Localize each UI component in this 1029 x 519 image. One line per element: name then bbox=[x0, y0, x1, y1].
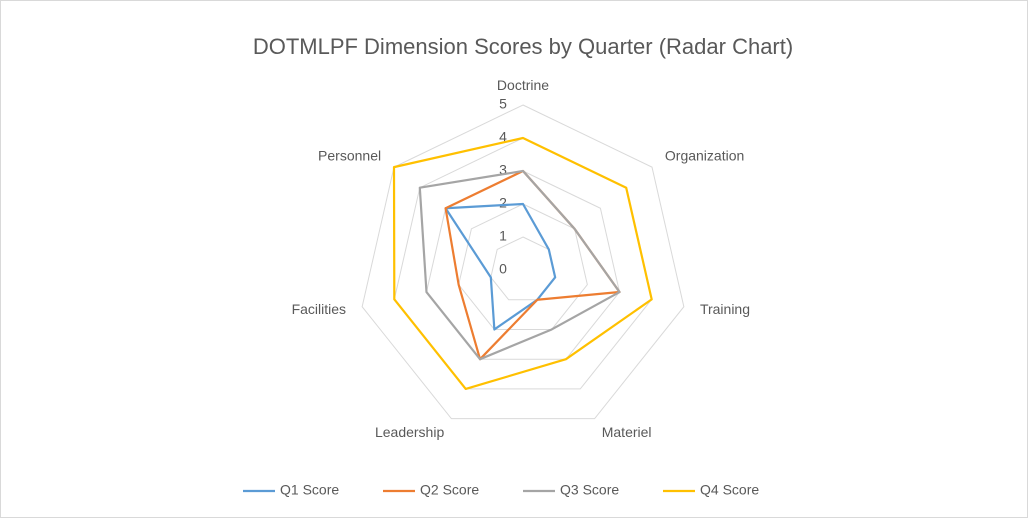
r-tick-label: 3 bbox=[499, 162, 507, 178]
category-label: Training bbox=[700, 301, 750, 317]
chart-title: DOTMLPF Dimension Scores by Quarter (Rad… bbox=[253, 34, 793, 59]
series-line bbox=[444, 202, 557, 331]
r-tick-label: 4 bbox=[499, 129, 507, 145]
category-label: Materiel bbox=[602, 424, 652, 440]
r-tick-label: 2 bbox=[499, 195, 507, 211]
legend-label: Q4 Score bbox=[700, 482, 759, 498]
category-label: Doctrine bbox=[497, 77, 549, 93]
legend-label: Q2 Score bbox=[420, 482, 479, 498]
series-line bbox=[392, 136, 653, 391]
legend-label: Q3 Score bbox=[560, 482, 619, 498]
grid-ring bbox=[458, 203, 588, 330]
grid-ring bbox=[361, 104, 685, 420]
category-label: Organization bbox=[665, 148, 744, 164]
r-tick-label: 1 bbox=[499, 228, 507, 244]
series-line bbox=[418, 169, 621, 361]
r-tick-label: 0 bbox=[499, 261, 507, 277]
grid-ring bbox=[425, 170, 621, 360]
legend-label: Q1 Score bbox=[280, 482, 339, 498]
category-label: Personnel bbox=[318, 148, 381, 164]
category-label: Leadership bbox=[375, 424, 444, 440]
category-label: Facilities bbox=[292, 301, 346, 317]
r-tick-label: 5 bbox=[499, 96, 507, 112]
